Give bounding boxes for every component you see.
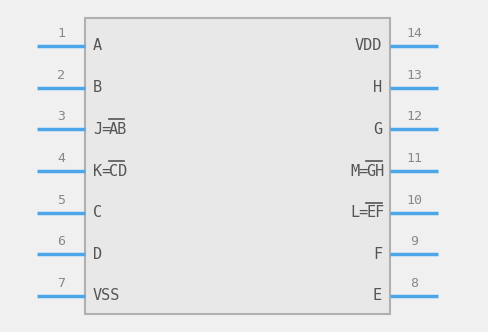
Text: G: G: [373, 122, 382, 137]
Text: L=: L=: [351, 205, 369, 220]
Text: 8: 8: [410, 277, 418, 290]
Text: GH: GH: [366, 163, 385, 179]
Text: E: E: [373, 289, 382, 303]
Text: F: F: [373, 247, 382, 262]
Text: 4: 4: [57, 152, 65, 165]
Text: EF: EF: [366, 205, 385, 220]
Text: B: B: [93, 80, 102, 95]
Text: D: D: [93, 247, 102, 262]
Text: 2: 2: [57, 69, 65, 82]
Text: 13: 13: [406, 69, 422, 82]
Text: VSS: VSS: [93, 289, 121, 303]
Text: M=: M=: [351, 163, 369, 179]
Text: 10: 10: [406, 194, 422, 207]
Text: 5: 5: [57, 194, 65, 207]
Text: H: H: [373, 80, 382, 95]
Bar: [85, 18, 390, 314]
Text: C: C: [93, 205, 102, 220]
Text: AB: AB: [109, 122, 127, 137]
Text: 11: 11: [406, 152, 422, 165]
Text: 9: 9: [410, 235, 418, 248]
Text: VDD: VDD: [355, 39, 382, 53]
Text: 14: 14: [406, 27, 422, 40]
Text: 1: 1: [57, 27, 65, 40]
Text: J=: J=: [93, 122, 111, 137]
Text: A: A: [93, 39, 102, 53]
Text: 6: 6: [57, 235, 65, 248]
Text: CD: CD: [109, 163, 127, 179]
Text: 7: 7: [57, 277, 65, 290]
Text: K=: K=: [93, 163, 111, 179]
Text: 3: 3: [57, 110, 65, 123]
Text: 12: 12: [406, 110, 422, 123]
